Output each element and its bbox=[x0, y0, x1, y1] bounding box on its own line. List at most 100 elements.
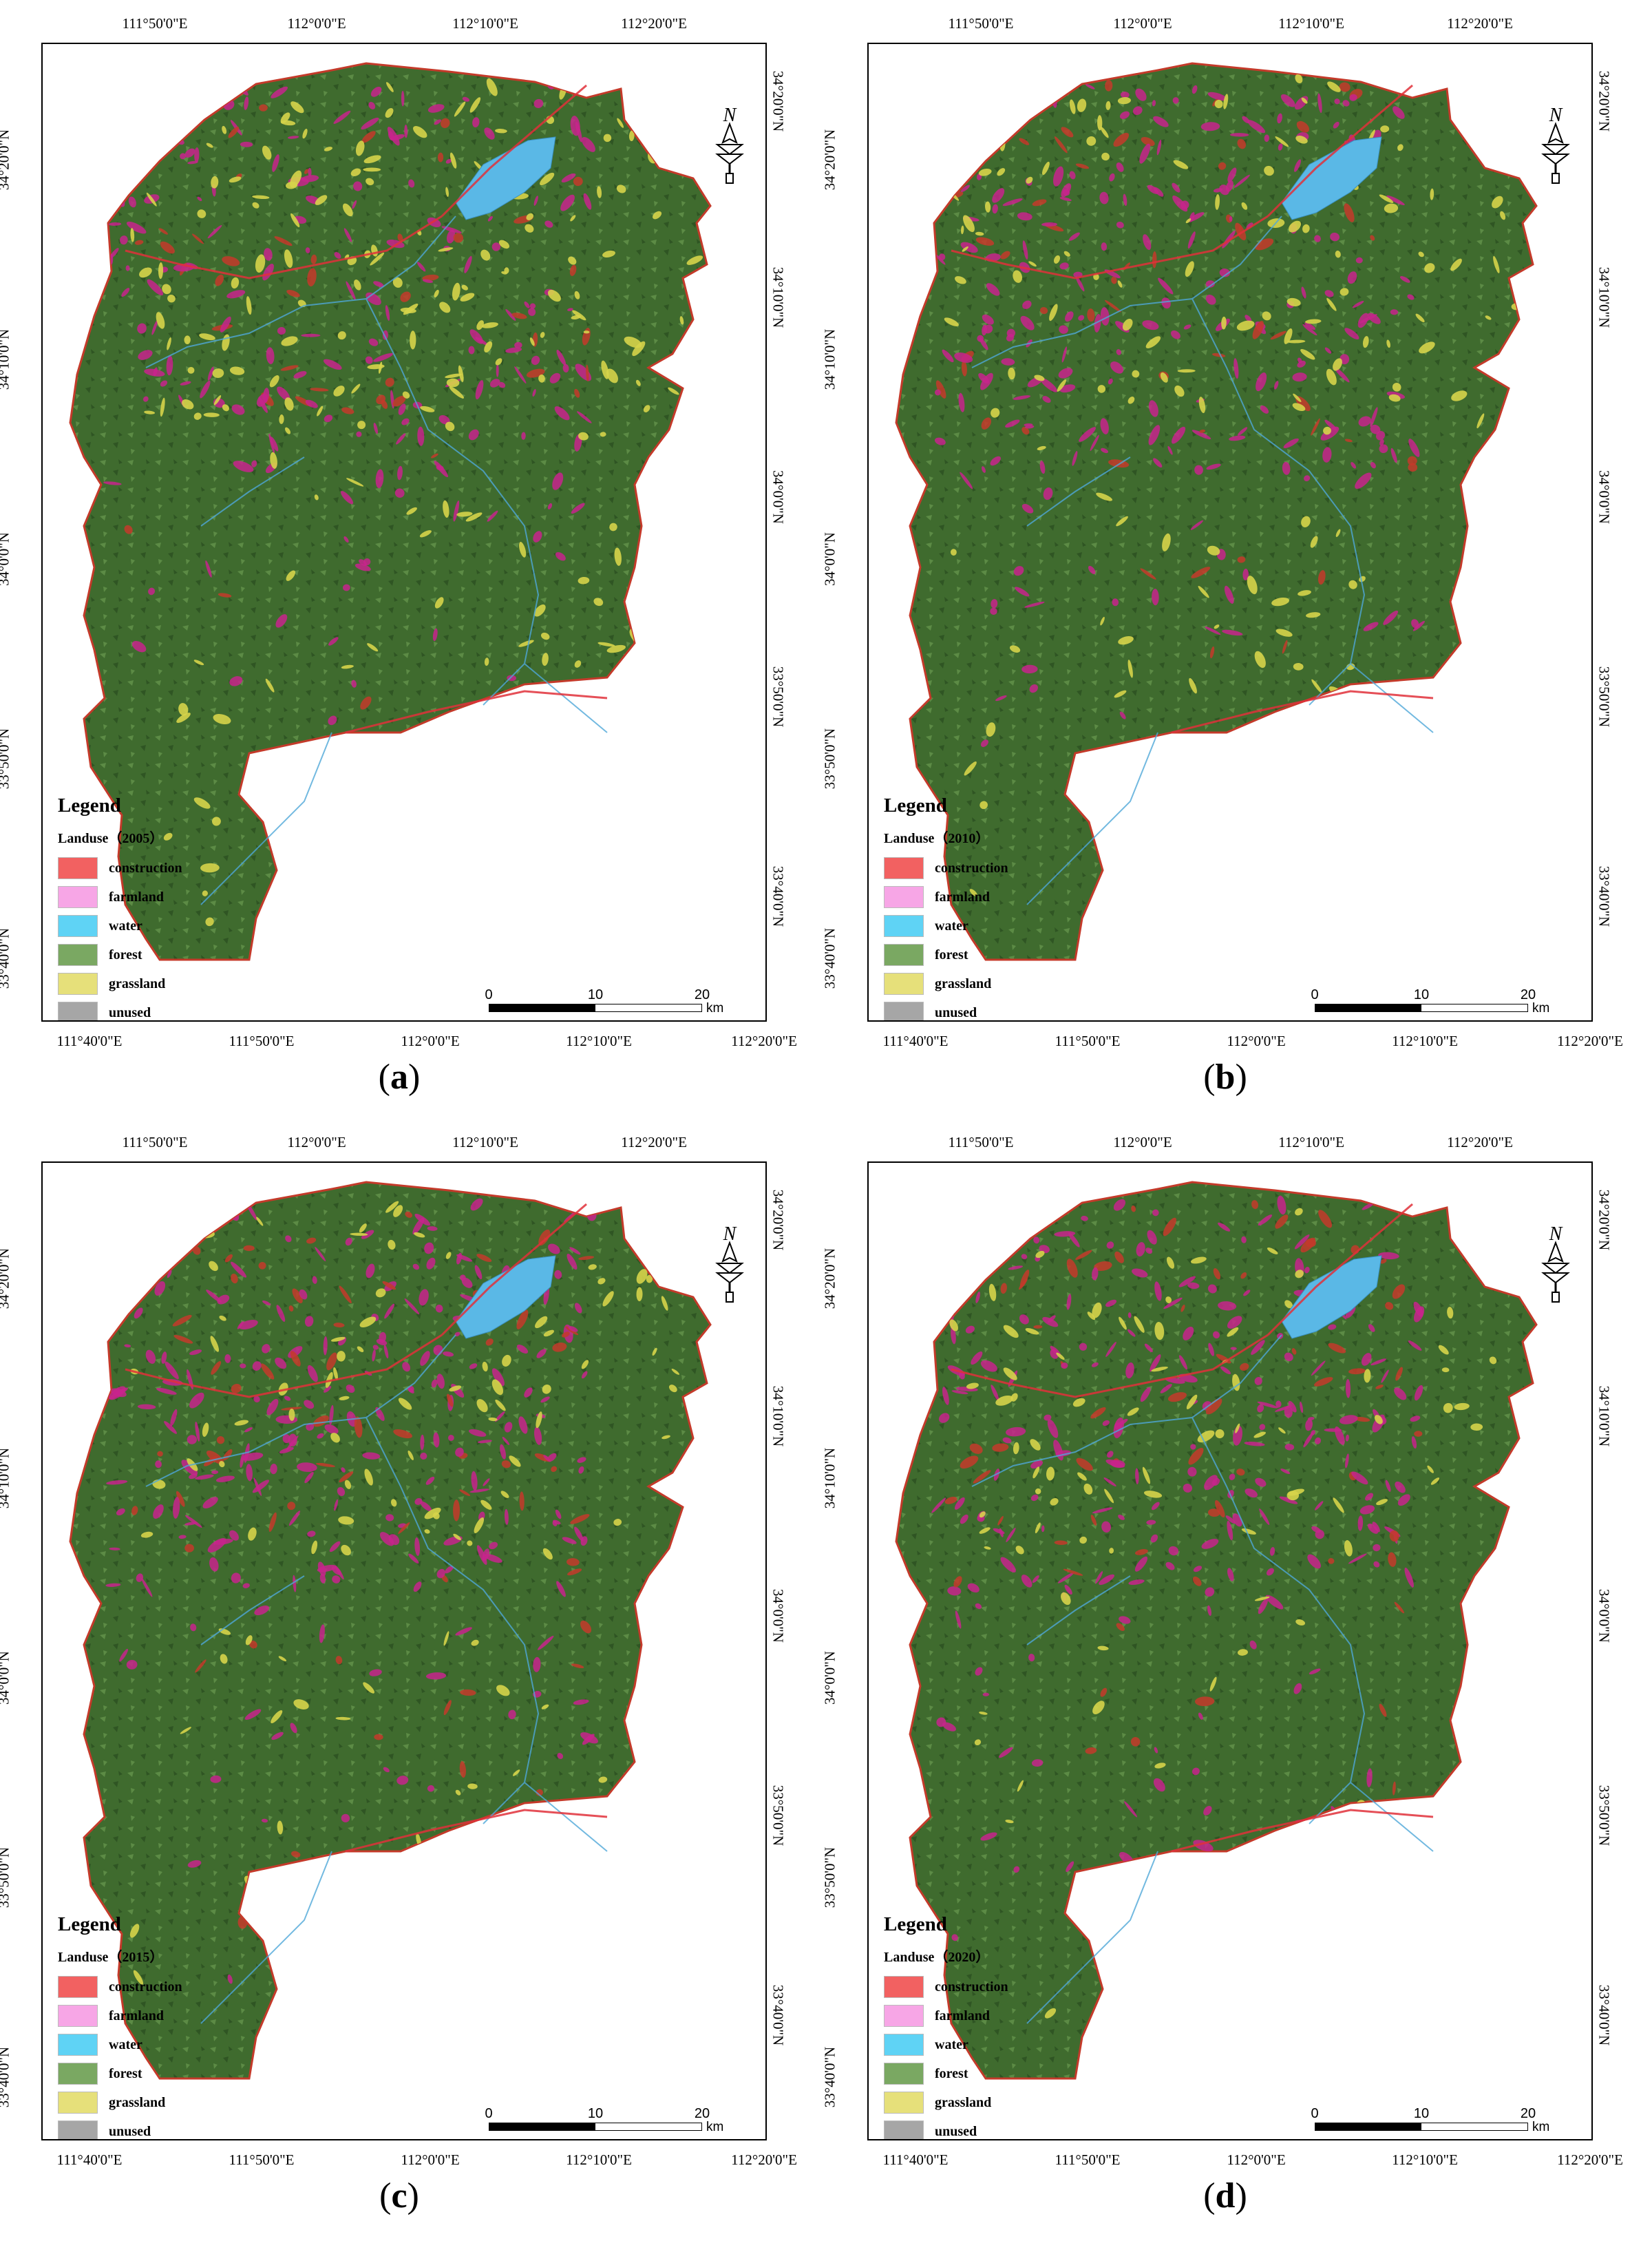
legend-subtitle: Landuse（2005） bbox=[58, 831, 164, 846]
legend-swatch bbox=[884, 944, 924, 966]
legend-item-construction: construction bbox=[884, 1972, 1008, 2001]
legend: Legend Landuse（2010） construction farmlan… bbox=[884, 794, 1008, 1020]
reservoir bbox=[1281, 136, 1382, 220]
legend-item-farmland: farmland bbox=[884, 2001, 1008, 2030]
legend-swatch bbox=[58, 886, 98, 908]
axis-tick-bottom: 111°40'0"E bbox=[882, 2151, 949, 2168]
axis-tick-top: 111°50'0"E bbox=[948, 15, 1014, 32]
legend: Legend Landuse（2020） construction farmlan… bbox=[884, 1913, 1008, 2139]
legend-label: farmland bbox=[109, 2008, 164, 2023]
map-panel-b: Legend Landuse（2010） construction farmlan… bbox=[822, 0, 1624, 1097]
legend-label: water bbox=[109, 2037, 142, 2052]
north-arrow-icon: N bbox=[715, 1223, 744, 1303]
axis-tick-bottom: 111°50'0"E bbox=[229, 2151, 295, 2168]
legend-swatch bbox=[58, 2005, 98, 2027]
axis-tick-bottom: 111°50'0"E bbox=[1055, 1033, 1121, 1049]
axis-tick-bottom: 112°0'0"E bbox=[1227, 1033, 1286, 1049]
legend-swatch bbox=[884, 973, 924, 995]
construction-roads bbox=[125, 1203, 608, 1853]
legend-item-forest: forest bbox=[58, 2059, 182, 2088]
legend-swatch bbox=[884, 2034, 924, 2056]
legend-swatch bbox=[58, 973, 98, 995]
legend-swatch bbox=[58, 2063, 98, 2085]
axis-tick-top: 112°20'0"E bbox=[621, 15, 687, 32]
north-arrow-icon: N bbox=[1541, 1223, 1570, 1303]
river-network bbox=[145, 1334, 608, 2024]
legend-swatch bbox=[58, 944, 98, 966]
legend-label: grassland bbox=[109, 976, 166, 991]
axis-tick-bottom: 112°0'0"E bbox=[401, 2151, 460, 2168]
scale-label: 20 bbox=[694, 2106, 710, 2121]
legend-swatch bbox=[884, 1976, 924, 1998]
map-panel-d: Legend Landuse（2020） construction farmlan… bbox=[822, 1119, 1624, 2216]
legend: Legend Landuse（2005） construction farmlan… bbox=[58, 794, 182, 1020]
legend-item-construction: construction bbox=[58, 854, 182, 883]
scale-unit: km bbox=[706, 2120, 724, 2134]
legend-subtitle: Landuse（2020） bbox=[884, 1950, 990, 1965]
north-label: N bbox=[723, 1223, 737, 1245]
axis-tick-bottom: 111°40'0"E bbox=[882, 1033, 949, 1049]
legend-item-water: water bbox=[58, 912, 182, 940]
legend-item-construction: construction bbox=[58, 1972, 182, 2001]
legend-swatch bbox=[58, 2034, 98, 2056]
construction-roads bbox=[125, 84, 608, 734]
scale-label: 20 bbox=[1520, 2106, 1536, 2121]
legend-item-farmland: farmland bbox=[58, 2001, 182, 2030]
legend-label: construction bbox=[109, 1979, 182, 1995]
legend-item-construction: construction bbox=[884, 854, 1008, 883]
axis-tick-bottom: 111°40'0"E bbox=[56, 2151, 123, 2168]
legend-label: grassland bbox=[109, 2094, 166, 2110]
legend-subtitle: Landuse（2010） bbox=[884, 831, 990, 846]
legend-item-farmland: farmland bbox=[884, 883, 1008, 912]
legend-swatch bbox=[58, 1976, 98, 1998]
axis-tick-top: 112°20'0"E bbox=[1447, 15, 1513, 32]
axis-tick-top: 112°20'0"E bbox=[621, 1134, 687, 1150]
axis-tick-top: 112°10'0"E bbox=[1278, 15, 1344, 32]
legend-item-unused: unused bbox=[884, 998, 1008, 1020]
scale-label: 0 bbox=[485, 987, 493, 1002]
grassland-patches bbox=[949, 1208, 1524, 2074]
legend-swatch bbox=[884, 2005, 924, 2027]
legend-label: water bbox=[935, 2037, 968, 2052]
legend-swatch bbox=[884, 886, 924, 908]
scale-unit: km bbox=[1532, 2120, 1550, 2134]
legend-title: Legend bbox=[884, 1913, 947, 1935]
legend-item-water: water bbox=[884, 912, 1008, 940]
reservoir bbox=[1281, 1255, 1382, 1339]
legend-swatch bbox=[884, 2121, 924, 2139]
scale-unit: km bbox=[706, 1001, 724, 1015]
legend-label: forest bbox=[109, 947, 142, 962]
legend-title: Legend bbox=[884, 794, 947, 817]
axis-tick-bottom: 112°10'0"E bbox=[1392, 1033, 1458, 1049]
scale-label: 10 bbox=[587, 987, 604, 1002]
legend-swatch bbox=[884, 2063, 924, 2085]
axis-tick-bottom: 111°40'0"E bbox=[56, 1033, 123, 1049]
construction-roads bbox=[951, 1203, 1434, 1853]
axis-tick-top: 112°10'0"E bbox=[452, 15, 518, 32]
legend-label: construction bbox=[935, 860, 1008, 876]
panel-caption: (c) bbox=[379, 2176, 419, 2216]
legend-swatch bbox=[58, 2121, 98, 2139]
legend-item-grassland: grassland bbox=[58, 2088, 182, 2117]
map-frame: Legend Landuse（2010） construction farmlan… bbox=[867, 43, 1593, 1022]
scale-label: 20 bbox=[694, 987, 710, 1002]
legend-label: forest bbox=[109, 2065, 142, 2081]
scale-bar: 0 10 20 km bbox=[485, 2106, 723, 2134]
legend-swatch bbox=[884, 2092, 924, 2114]
legend-swatch bbox=[884, 857, 924, 879]
axis-tick-bottom: 112°20'0"E bbox=[1557, 1033, 1623, 1049]
reservoir bbox=[455, 136, 556, 220]
legend-label: unused bbox=[935, 2123, 977, 2139]
axis-tick-bottom: 111°50'0"E bbox=[229, 1033, 295, 1049]
map-frame: Legend Landuse（2020） construction farmlan… bbox=[867, 1161, 1593, 2140]
landuse-map bbox=[69, 62, 712, 961]
axis-tick-top: 111°50'0"E bbox=[122, 1134, 188, 1150]
legend-title: Legend bbox=[58, 1913, 121, 1935]
legend-label: construction bbox=[935, 1979, 1008, 1995]
legend-swatch bbox=[884, 1002, 924, 1020]
axis-tick-bottom: 112°20'0"E bbox=[731, 2151, 797, 2168]
map-frame: Legend Landuse（2015） construction farmlan… bbox=[41, 1161, 767, 2140]
axis-tick-top: 111°50'0"E bbox=[122, 15, 188, 32]
scale-label: 10 bbox=[1413, 2106, 1430, 2121]
river-network bbox=[971, 215, 1434, 905]
